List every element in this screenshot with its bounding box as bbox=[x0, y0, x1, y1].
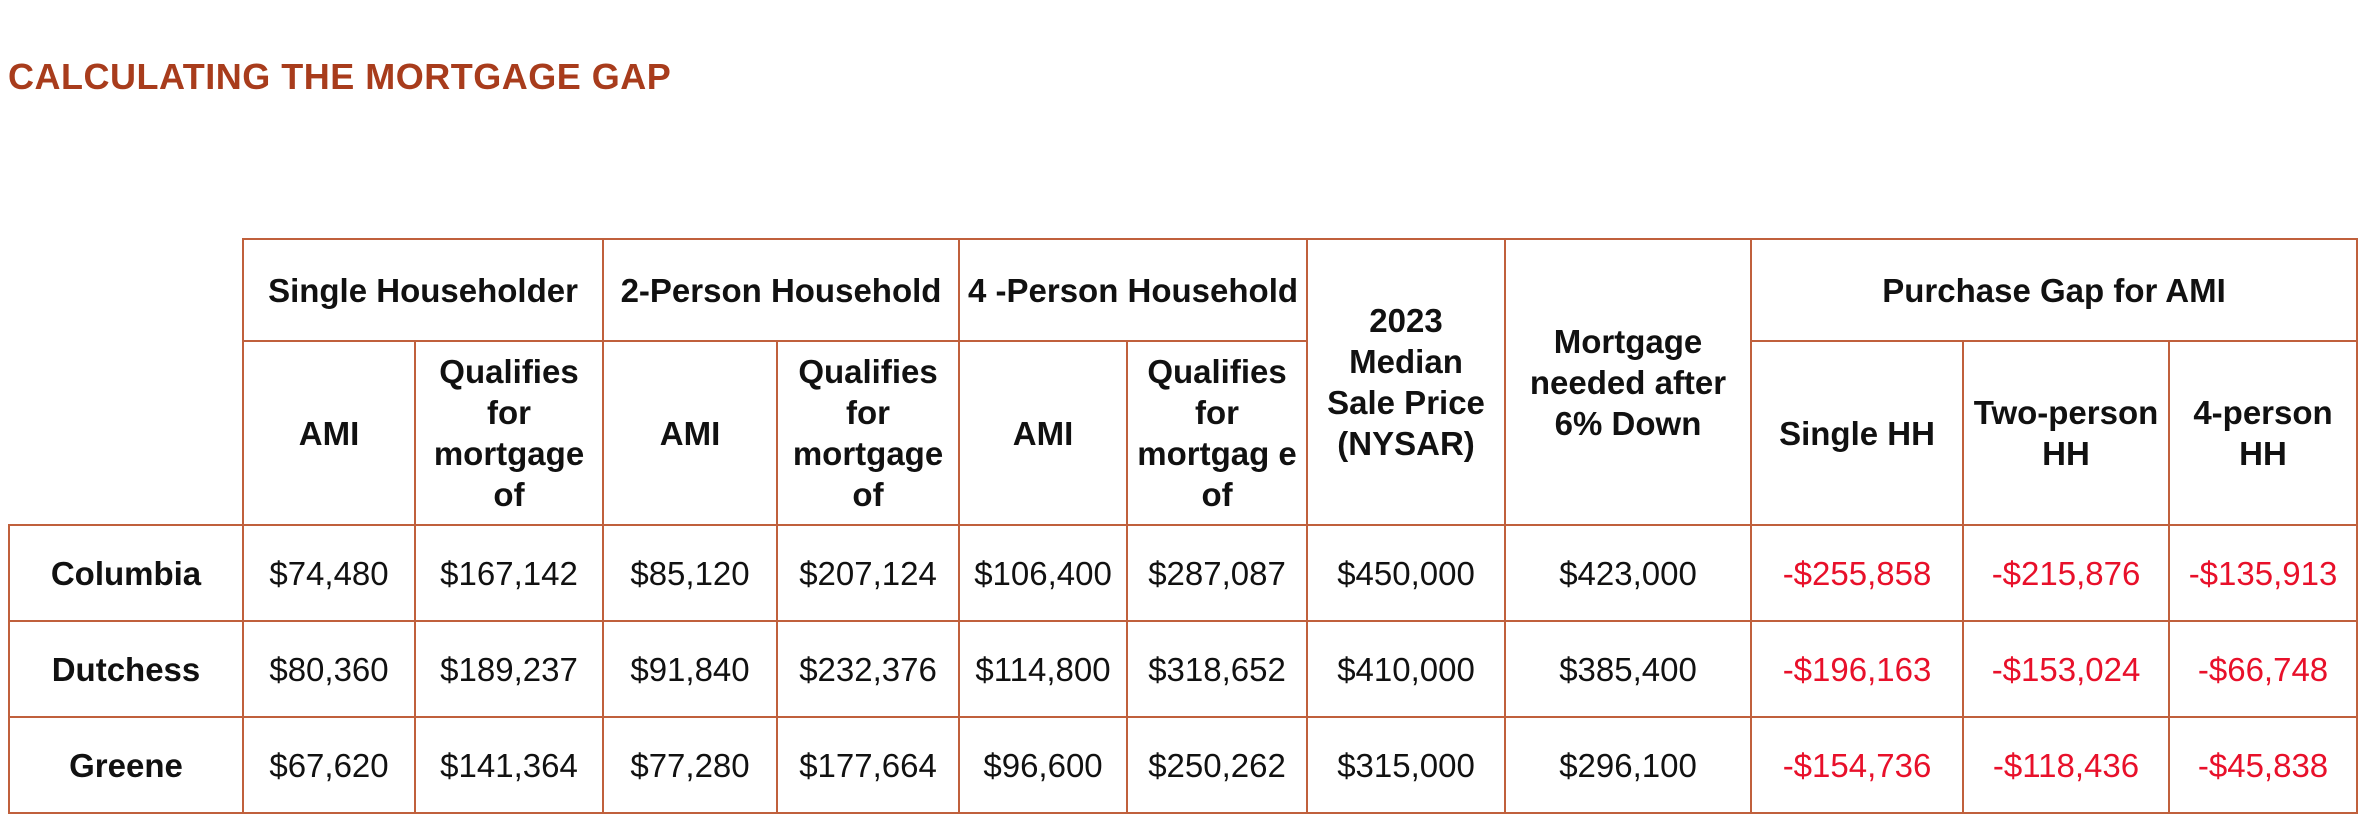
four-qualifies-value: $287,087 bbox=[1126, 524, 1309, 622]
header-single-qualifies: Qualifies for mortgage of bbox=[414, 340, 604, 526]
header-gap-single: Single HH bbox=[1750, 340, 1965, 526]
table-row-greene: Greene $67,620 $141,364 $77,280 $177,664… bbox=[8, 716, 2359, 814]
single-ami-value: $67,620 bbox=[242, 716, 416, 814]
two-qualifies-value: $232,376 bbox=[775, 620, 961, 718]
header-row-columns: AMI Qualifies for mortgage of AMI Qualif… bbox=[9, 340, 2359, 526]
two-ami-value: $91,840 bbox=[602, 620, 778, 718]
gap-single-value: -$255,858 bbox=[1750, 524, 1965, 622]
four-qualifies-value: $318,652 bbox=[1126, 620, 1309, 718]
header-row-groups: Single Householder 2-Person Household 4 … bbox=[9, 238, 2359, 526]
table-row-columbia: Columbia $74,480 $167,142 $85,120 $207,1… bbox=[8, 524, 2359, 622]
county-name: Dutchess bbox=[8, 620, 244, 718]
two-qualifies-value: $177,664 bbox=[775, 716, 961, 814]
gap-two-value: -$153,024 bbox=[1962, 620, 2171, 718]
median-price-value: $450,000 bbox=[1306, 524, 1507, 622]
single-ami-value: $74,480 bbox=[242, 524, 416, 622]
two-ami-value: $85,120 bbox=[602, 524, 778, 622]
two-ami-value: $77,280 bbox=[602, 716, 778, 814]
header-median-sale-price: 2023 Median Sale Price (NYSAR) bbox=[1306, 238, 1507, 526]
mortgage-needed-value: $423,000 bbox=[1504, 524, 1753, 622]
four-qualifies-value: $250,262 bbox=[1126, 716, 1309, 814]
table-row-dutchess: Dutchess $80,360 $189,237 $91,840 $232,3… bbox=[8, 620, 2359, 718]
header-two-qualifies: Qualifies for mortgage of bbox=[775, 340, 961, 526]
county-name: Columbia bbox=[8, 524, 244, 622]
header-mortgage-needed: Mortgage needed after 6% Down bbox=[1504, 238, 1753, 526]
four-ami-value: $96,600 bbox=[958, 716, 1129, 814]
header-single-ami: AMI bbox=[242, 340, 416, 526]
gap-two-value: -$118,436 bbox=[1962, 716, 2171, 814]
gap-two-value: -$215,876 bbox=[1962, 524, 2171, 622]
two-qualifies-value: $207,124 bbox=[775, 524, 961, 622]
group-header-two-person: 2-Person Household bbox=[601, 238, 961, 342]
four-ami-value: $114,800 bbox=[958, 620, 1129, 718]
group-header-purchase-gap: Purchase Gap for AMI bbox=[1750, 238, 2359, 342]
gap-four-value: -$66,748 bbox=[2168, 620, 2359, 718]
county-name: Greene bbox=[8, 716, 244, 814]
mortgage-needed-value: $385,400 bbox=[1504, 620, 1753, 718]
single-qualifies-value: $167,142 bbox=[414, 524, 604, 622]
group-header-four-person: 4 -Person Household bbox=[958, 238, 1309, 342]
header-four-ami: AMI bbox=[958, 340, 1129, 526]
header-two-ami: AMI bbox=[602, 340, 778, 526]
mortgage-needed-value: $296,100 bbox=[1504, 716, 1753, 814]
page-title: CALCULATING THE MORTGAGE GAP bbox=[8, 56, 672, 97]
header-four-qualifies: Qualifies for mortgag e of bbox=[1126, 340, 1309, 526]
header-gap-four: 4-person HH bbox=[2168, 340, 2359, 526]
mortgage-gap-table: Single Householder 2-Person Household 4 … bbox=[8, 238, 2359, 814]
median-price-value: $410,000 bbox=[1306, 620, 1507, 718]
corner-blank-cell bbox=[9, 239, 244, 526]
single-qualifies-value: $189,237 bbox=[414, 620, 604, 718]
single-qualifies-value: $141,364 bbox=[414, 716, 604, 814]
single-ami-value: $80,360 bbox=[242, 620, 416, 718]
gap-single-value: -$154,736 bbox=[1750, 716, 1965, 814]
median-price-value: $315,000 bbox=[1306, 716, 1507, 814]
gap-four-value: -$45,838 bbox=[2168, 716, 2359, 814]
gap-four-value: -$135,913 bbox=[2168, 524, 2359, 622]
group-header-single: Single Householder bbox=[242, 238, 604, 342]
header-gap-two: Two-person HH bbox=[1962, 340, 2171, 526]
four-ami-value: $106,400 bbox=[958, 524, 1129, 622]
gap-single-value: -$196,163 bbox=[1750, 620, 1965, 718]
